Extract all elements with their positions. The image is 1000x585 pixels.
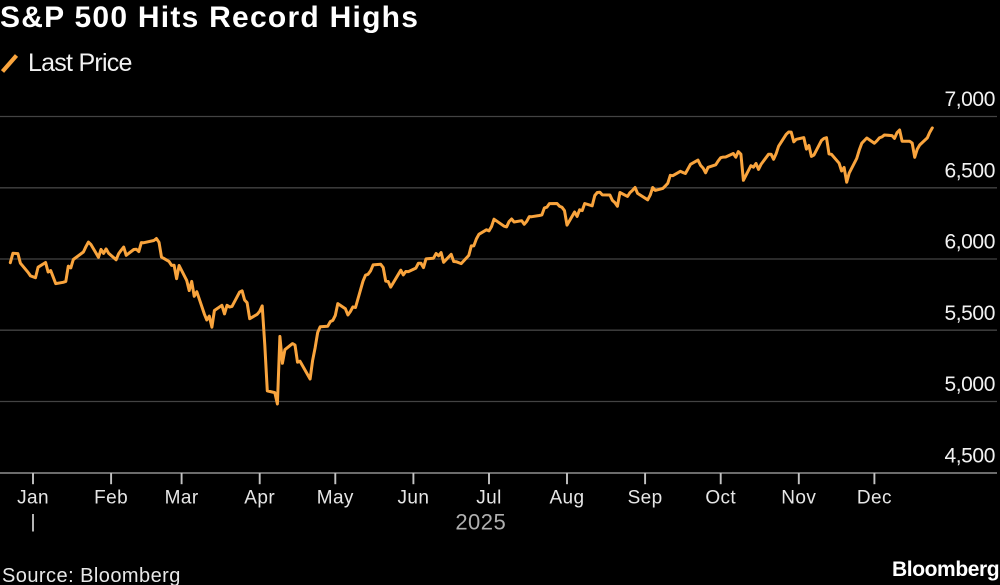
svg-text:Dec: Dec <box>857 488 892 509</box>
svg-text:May: May <box>317 488 354 509</box>
svg-text:Apr: Apr <box>244 488 275 509</box>
svg-text:7,000: 7,000 <box>944 88 995 111</box>
svg-text:5,500: 5,500 <box>944 302 995 325</box>
svg-text:Aug: Aug <box>549 488 584 509</box>
svg-text:Oct: Oct <box>705 488 736 509</box>
svg-text:2025: 2025 <box>455 510 506 535</box>
svg-text:4,500: 4,500 <box>944 444 995 467</box>
svg-text:5,000: 5,000 <box>944 373 995 396</box>
svg-text:Nov: Nov <box>781 488 816 509</box>
svg-text:6,000: 6,000 <box>944 231 995 254</box>
svg-text:Jan: Jan <box>17 488 49 509</box>
svg-text:6,500: 6,500 <box>944 159 995 182</box>
svg-text:Jul: Jul <box>476 488 502 509</box>
svg-text:Feb: Feb <box>94 488 128 509</box>
svg-text:Sep: Sep <box>628 488 663 509</box>
svg-text:Jun: Jun <box>397 488 429 509</box>
svg-text:Mar: Mar <box>165 488 199 509</box>
